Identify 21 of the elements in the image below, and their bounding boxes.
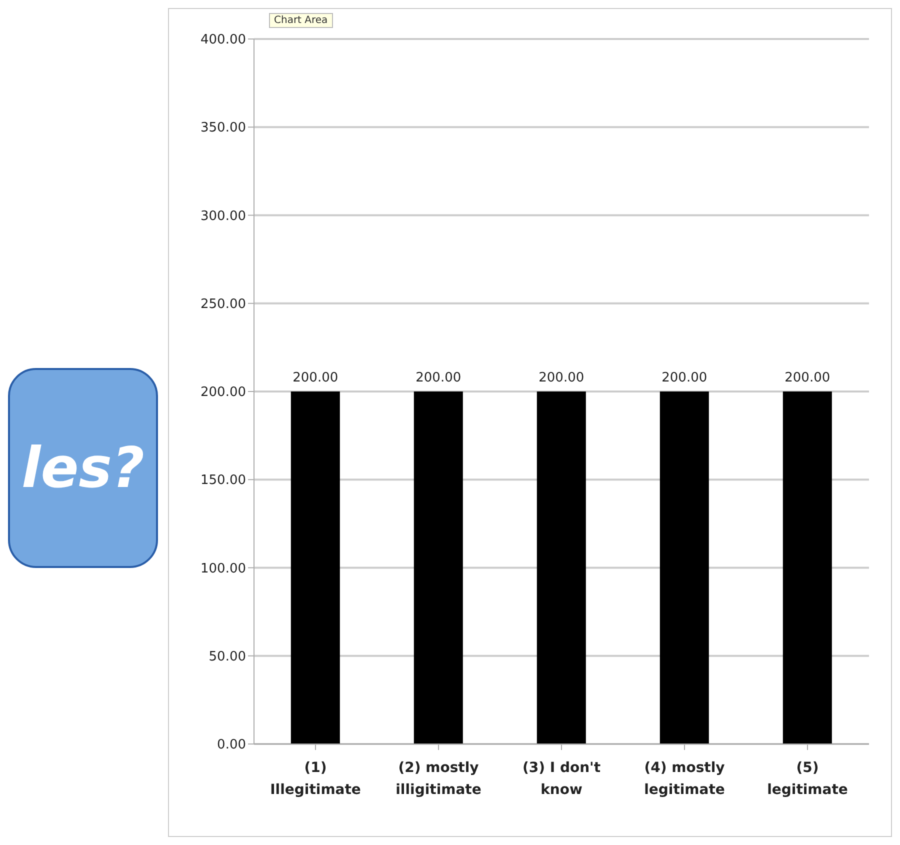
y-tick-label: 150.00 — [200, 473, 246, 488]
y-tick-label: 400.00 — [200, 32, 246, 48]
x-tick-label: (4) mostly legitimate — [644, 760, 725, 798]
x-tick-label: (3) I don't know — [522, 760, 601, 798]
data-label: 200.00 — [292, 370, 338, 386]
y-tick-label: 100.00 — [200, 561, 246, 576]
x-tick-label: (1) Illegitimate — [270, 760, 361, 798]
y-tick-label: 350.00 — [200, 120, 246, 136]
y-tick-label: 250.00 — [200, 296, 246, 312]
y-tick-label: 200.00 — [200, 385, 246, 400]
x-tick-label: (2) mostly illigitimate — [396, 760, 482, 798]
data-label: 200.00 — [416, 370, 462, 386]
x-tick-label: (5) legitimate — [767, 760, 848, 798]
callout-box: les? — [8, 368, 158, 568]
data-label: 200.00 — [662, 370, 708, 386]
y-tick-label: 300.00 — [200, 208, 246, 224]
y-tick-label: 0.00 — [217, 738, 246, 753]
tooltip-box: Chart Area — [269, 13, 333, 28]
data-label: 200.00 — [784, 370, 830, 386]
data-label: 200.00 — [538, 370, 584, 386]
y-tick-label: 50.00 — [208, 649, 246, 664]
